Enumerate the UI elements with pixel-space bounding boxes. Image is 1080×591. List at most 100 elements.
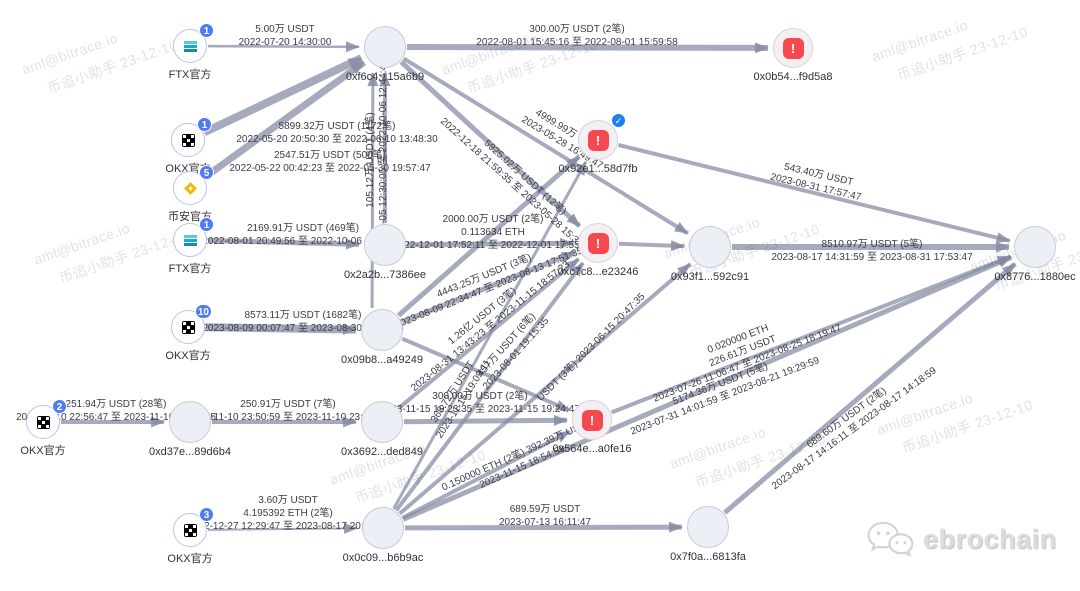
edge-label-line: 2022-07-20 14:30:00	[238, 37, 332, 48]
okx-logo-icon	[183, 523, 197, 537]
node-label: OKX官方	[167, 553, 213, 565]
node-label: 0x93f1...592c91	[670, 271, 750, 283]
edge-label-line: 0.113634 ETH	[461, 226, 525, 238]
edge-564e-8776[interactable]	[610, 254, 1012, 415]
edge-0c09-8776[interactable]	[402, 254, 1013, 522]
edge-label: 5899.32万 USDT (1172笔) 2022-05-20 20:50:30…	[236, 121, 437, 147]
edge-09b8-564e[interactable]	[401, 336, 570, 412]
edge-label-line: 2000.00万 USDT (2笔)	[442, 213, 544, 225]
edge-label-line: 2023-11-15 19:23:35 至 2023-11-15 19:24:4…	[380, 404, 580, 415]
node-label: 0xc7c8...e23246	[557, 266, 639, 278]
okx-logo-icon	[181, 133, 195, 147]
count-badge: 2	[52, 399, 67, 414]
verified-badge-icon: ✓	[611, 113, 626, 128]
edge-0c09-93f1[interactable]	[398, 262, 692, 516]
edge-0c09-92e1[interactable]	[392, 160, 588, 510]
count-badge: 1	[199, 23, 214, 38]
edge-0c09-564e[interactable]	[401, 429, 571, 520]
edge-c7c8-93f1[interactable]	[618, 240, 686, 252]
alert-node-circle: !	[578, 223, 618, 263]
node-label: 0x92e1...58d7fb	[558, 163, 638, 175]
risk-alert-icon: !	[782, 37, 804, 59]
edge-label-line: 251.94万 USDT (28笔)	[65, 399, 167, 411]
edge-label-line: 2022-12-27 12:29:47 至 2023-08-17 20:57:4…	[187, 520, 389, 532]
exchange-node-circle: 5	[173, 165, 214, 205]
edge-label-line: 300.00万 USDT (2笔)	[529, 24, 625, 36]
exchange-node-circle: 1	[173, 217, 214, 257]
edge-label-line: 8573.11万 USDT (1682笔)	[244, 310, 362, 322]
node-label: FTX官方	[168, 69, 212, 81]
edge-f6c4-c7c8[interactable]	[399, 60, 582, 228]
edge-label: 8510.97万 USDT (5笔) 2023-08-17 14:31:59 至 …	[771, 239, 972, 265]
edge-okx1-f6c4[interactable]	[202, 54, 364, 136]
count-badge: 5	[199, 165, 214, 180]
edge-7f0a-8776[interactable]	[723, 262, 1017, 515]
risk-alert-icon: !	[587, 232, 609, 254]
address-node-circle	[687, 506, 729, 548]
edge-label-line: 300.00万 USDT (2笔)	[432, 391, 528, 403]
edge-label: 2547.51万 USDT (500笔) 2022-05-22 00:42:23 …	[229, 150, 430, 176]
address-node-circle	[364, 26, 406, 68]
edge-0c09-7f0a[interactable]	[404, 521, 684, 533]
edge-0c09-c7c8[interactable]	[394, 261, 585, 512]
address-node-circle	[361, 309, 403, 351]
edge-label-line: 3.60万 USDT	[258, 494, 318, 506]
edge-09b8-c7c8[interactable]	[401, 250, 576, 325]
edge-label-line: 2022-05-20 20:50:30 至 2022-06-10 13:48:3…	[236, 134, 438, 145]
node-label: 0x564e...a0fe16	[552, 443, 632, 455]
edge-label-line: 250.91万 USDT (7笔)	[240, 399, 336, 411]
address-node-circle	[169, 401, 211, 443]
edge-3692-564e[interactable]	[403, 414, 569, 426]
edge-label-line: 2022-08-01 20:49:56 至 2022-10-06 08:37:3…	[202, 236, 404, 247]
risk-alert-icon: !	[587, 129, 609, 151]
node-label: 0x0b54...f9d5a8	[753, 71, 833, 83]
edge-okx2-09b8[interactable]	[205, 323, 358, 335]
edge-label-line: 2023-08-09 00:07:47 至 2023-08-30 12:08:3…	[202, 323, 404, 334]
edge-label: 300.00万 USDT (2笔) 2023-11-15 19:23:35 至 2…	[380, 391, 580, 417]
edge-09b8-92e1[interactable]	[396, 154, 581, 318]
edge-label-line: 5899.32万 USDT (1172笔)	[278, 121, 396, 133]
edge-label-line: 5.00万 USDT	[255, 24, 315, 36]
wechat-icon	[867, 521, 914, 557]
edge-ftx2-2a2b[interactable]	[207, 237, 361, 250]
edge-label-line: 2023-11-10 22:56:47 至 2023-11-16 20:57:3…	[16, 412, 216, 423]
node-label: OKX官方	[20, 445, 66, 457]
count-badge: 1	[197, 117, 212, 132]
ebrochain-logo: ebrochain	[866, 520, 1057, 558]
okx-logo-icon	[36, 415, 50, 429]
edge-label: 2169.91万 USDT (469笔) 2022-08-01 20:49:56 …	[202, 223, 403, 249]
edge-binance-f6c4[interactable]	[202, 59, 366, 181]
count-badge: 1	[199, 217, 214, 232]
edge-f6c4-0b54[interactable]	[406, 42, 770, 54]
node-label: 0x3692...ded849	[341, 446, 423, 458]
logo-text: ebrochain	[923, 523, 1057, 554]
edge-3692-c7c8[interactable]	[397, 257, 581, 410]
edge-label-line: 8510.97万 USDT (5笔)	[821, 239, 923, 251]
alert-node-circle: !	[773, 28, 813, 68]
edge-label: 2000.00万 USDT (2笔) 0.113634 ETH 2022-12-01…	[393, 214, 593, 252]
edge-ftx1-f6c4[interactable]	[207, 41, 361, 53]
address-node-circle	[361, 401, 403, 443]
edge-label: 250.91万 USDT (7笔) 2023-11-10 23:50:59 至 2…	[188, 399, 388, 425]
exchange-node-circle: 1	[173, 23, 214, 63]
address-node-circle	[1014, 226, 1056, 268]
node-label: 0x0c09...b6b9ac	[342, 552, 424, 564]
node-label: 0x09b8...a49249	[341, 354, 423, 366]
edge-label: 300.00万 USDT (2笔) 2022-08-01 15:45:16 至 2…	[476, 24, 677, 50]
node-label: 0x2a2b...7386ee	[344, 269, 426, 281]
node-label: 0x7f0a...6813fa	[670, 551, 746, 563]
edge-label-line: 2547.51万 USDT (500笔)	[273, 150, 387, 162]
edge-92e1-8776[interactable]	[617, 143, 1011, 244]
edge-2a2b-c7c8[interactable]	[406, 237, 575, 249]
edge-f6c4-93f1[interactable]	[402, 56, 689, 236]
edge-label-line: 4.195392 ETH (2笔)	[243, 507, 333, 519]
node-label: 0xd37e...89d6b4	[149, 446, 231, 458]
edge-09b8-f6c4[interactable]	[367, 71, 379, 309]
edge-label: 689.59万 USDT 2023-07-13 16:11:47	[499, 504, 591, 530]
edge-okx4-0c09[interactable]	[207, 522, 359, 534]
count-badge: 3	[199, 507, 214, 522]
node-label: 0x8776...1880ec	[994, 271, 1076, 283]
risk-alert-icon: !	[581, 409, 603, 431]
address-node-circle	[364, 224, 406, 266]
